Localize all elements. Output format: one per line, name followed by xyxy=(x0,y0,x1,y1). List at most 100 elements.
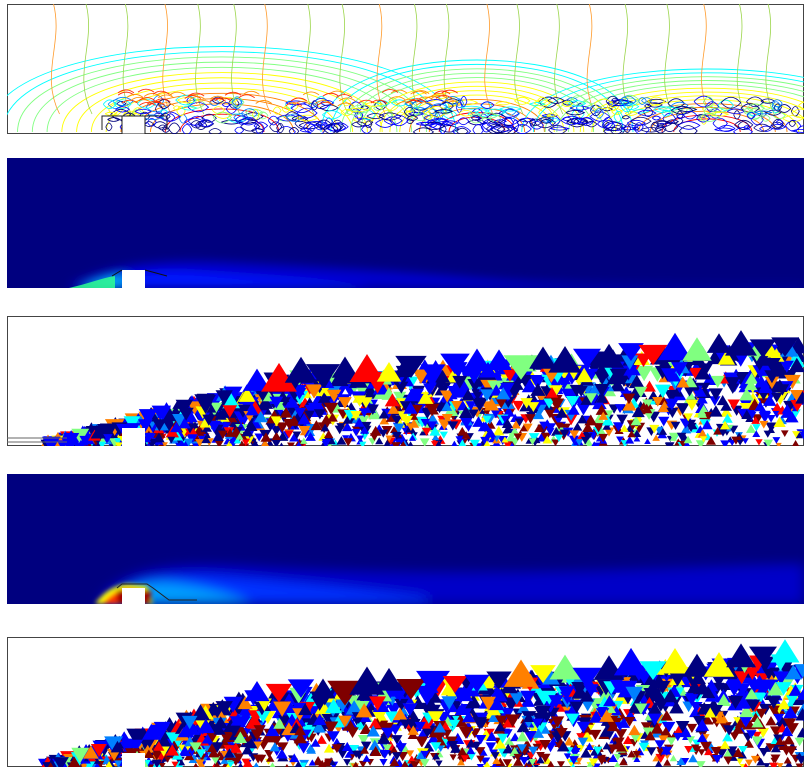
mesh-cell xyxy=(623,717,636,727)
mesh-cell xyxy=(442,675,468,694)
mesh-cell xyxy=(676,432,687,441)
mesh-cell xyxy=(407,725,419,735)
mesh-cell xyxy=(289,432,300,442)
mesh-cell xyxy=(739,403,753,414)
mesh-cell xyxy=(771,359,787,373)
mesh-cell xyxy=(773,713,785,724)
mesh-cell xyxy=(621,355,639,370)
mesh-cell xyxy=(639,661,667,681)
mesh-cell xyxy=(694,365,712,380)
mesh-cell xyxy=(744,667,760,681)
mesh-cell xyxy=(502,759,513,767)
mesh-cell xyxy=(435,440,442,446)
contour-line xyxy=(532,72,804,133)
mesh-cell xyxy=(715,714,727,724)
mesh-cell xyxy=(441,414,453,424)
contour-line xyxy=(189,96,206,100)
mesh-cell xyxy=(269,762,276,767)
mesh-cell xyxy=(588,758,599,767)
contour-line xyxy=(569,95,587,107)
mesh-cell xyxy=(346,727,359,739)
mesh-cell xyxy=(393,423,405,434)
mesh-cell xyxy=(342,415,353,424)
mesh-cell xyxy=(643,688,658,701)
contour-line xyxy=(662,112,677,125)
mesh-cell xyxy=(285,763,289,767)
mesh-cell xyxy=(435,760,443,767)
mesh-cell xyxy=(602,742,612,750)
mesh-cell xyxy=(363,385,380,399)
mesh-cell xyxy=(465,738,477,748)
mesh-cell xyxy=(215,441,224,446)
contour-line xyxy=(130,96,148,101)
contour-line xyxy=(566,118,588,124)
contour-line xyxy=(333,122,342,133)
mesh-cell xyxy=(289,753,300,763)
contour-line xyxy=(683,110,698,120)
mesh-cell xyxy=(660,710,673,721)
mesh-cell xyxy=(480,696,497,711)
mesh-cell xyxy=(337,715,352,728)
mesh-cell xyxy=(769,762,779,767)
mesh-cell xyxy=(750,755,760,764)
mesh-cell xyxy=(323,721,339,734)
mesh-cell xyxy=(708,388,723,401)
mesh-cell xyxy=(765,716,777,726)
contour-line xyxy=(518,117,535,123)
mesh-cell xyxy=(195,759,205,767)
mesh-cell xyxy=(717,349,736,365)
mesh-cell xyxy=(198,401,213,414)
mesh-cell xyxy=(151,752,162,761)
mesh-cell xyxy=(613,737,625,747)
mesh-cell xyxy=(399,401,412,411)
contour-line xyxy=(160,113,171,120)
mesh-cell xyxy=(465,401,477,411)
contour-line xyxy=(112,96,134,106)
mesh-cell xyxy=(90,744,107,758)
mesh-cell xyxy=(763,358,781,373)
contour-line xyxy=(158,111,181,122)
mesh-cell xyxy=(594,371,611,386)
contour-line xyxy=(411,113,433,122)
mesh-cell xyxy=(427,733,440,744)
mesh-cell xyxy=(545,428,555,436)
mesh-cell xyxy=(751,416,761,424)
mesh-cell xyxy=(360,746,370,754)
mesh-cell xyxy=(415,736,428,748)
mesh-cell xyxy=(558,686,575,701)
mesh-cell xyxy=(563,736,575,746)
mesh-cell xyxy=(675,720,690,733)
mesh-cell xyxy=(666,737,677,746)
mesh-cell xyxy=(186,401,203,415)
mesh-cell xyxy=(775,682,792,696)
mesh-cell xyxy=(435,369,451,383)
contour-line xyxy=(184,95,202,99)
mesh-cell xyxy=(630,416,642,426)
mesh-cell xyxy=(284,394,300,408)
mesh-cell xyxy=(606,720,620,732)
contour-line xyxy=(415,121,435,126)
contour-line xyxy=(152,90,170,95)
mesh-cell xyxy=(241,744,254,755)
mesh-cell xyxy=(751,414,764,425)
contour-line xyxy=(209,95,227,100)
mesh-cell xyxy=(619,757,628,766)
contour-line xyxy=(169,91,186,96)
mesh-cell xyxy=(394,698,409,711)
mesh-cell xyxy=(251,439,259,446)
mesh-cell xyxy=(368,739,381,751)
mesh-cell xyxy=(744,759,754,767)
contour-line xyxy=(594,98,614,110)
mesh-cell xyxy=(773,734,784,744)
mesh-cell xyxy=(632,429,642,437)
contour-line xyxy=(772,111,786,120)
mesh-cell xyxy=(447,421,459,431)
mesh-cell xyxy=(142,425,155,435)
contour-line xyxy=(242,112,264,121)
mesh-cell xyxy=(725,377,740,390)
mesh-cell xyxy=(640,722,652,732)
mesh-cell xyxy=(407,762,414,767)
mesh-cell xyxy=(310,678,336,699)
mesh-cell xyxy=(115,442,123,446)
mesh-cell xyxy=(596,426,607,436)
